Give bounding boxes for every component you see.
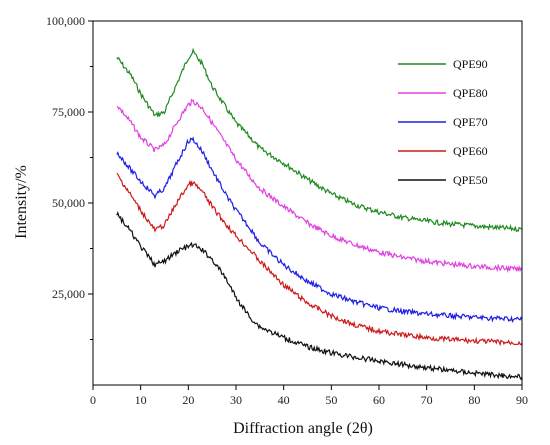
x-tick-label: 10: [135, 393, 147, 407]
series-layer: [116, 47, 523, 381]
x-tick-label: 90: [516, 393, 528, 407]
legend-label-qpe80: QPE80: [453, 86, 488, 100]
series-line-qpe90: [116, 47, 523, 233]
plot-frame: [92, 20, 523, 386]
x-tick-label: 80: [468, 393, 480, 407]
x-tick-label: 60: [373, 393, 385, 407]
x-tick-label: 0: [90, 393, 96, 407]
y-tick-label: 50,000: [52, 196, 85, 210]
series-line-qpe80: [116, 98, 523, 274]
x-axis-title: Diffraction angle (2θ): [233, 420, 373, 437]
axes-layer: 0 10 20 30 40 50 60 70 80 90 25,000 50,000 75,000 100…: [46, 14, 528, 407]
y-axis-title: Intensity/%: [13, 165, 30, 239]
x-tick-label: 20: [182, 393, 194, 407]
series-line-qpe50: [116, 210, 523, 381]
y-tick-label: 100,000: [46, 14, 85, 28]
x-tick-label: 30: [230, 393, 242, 407]
series-line-qpe70: [116, 136, 523, 323]
y-tick-label: 75,000: [52, 105, 85, 119]
legend: QPE90 QPE80 QPE70 QPE60 QPE50: [398, 57, 488, 187]
series-line-qpe60: [116, 172, 523, 347]
legend-label-qpe60: QPE60: [453, 144, 488, 158]
legend-label-qpe70: QPE70: [453, 115, 488, 129]
legend-label-qpe50: QPE50: [453, 173, 488, 187]
x-tick-label: 40: [278, 393, 290, 407]
legend-label-qpe90: QPE90: [453, 57, 488, 71]
x-tick-label: 70: [421, 393, 433, 407]
y-tick-label: 25,000: [52, 287, 85, 301]
x-tick-label: 50: [325, 393, 337, 407]
